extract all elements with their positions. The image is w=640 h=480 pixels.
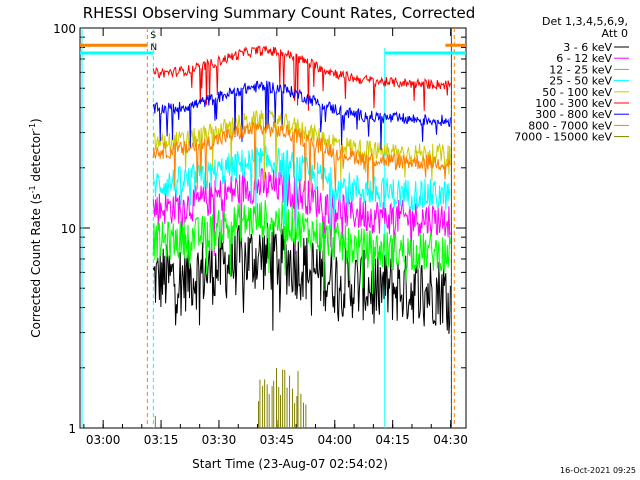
annotation-n: N xyxy=(150,43,157,53)
y-tick-label: 10 xyxy=(61,222,76,236)
series-line-1 xyxy=(152,167,451,263)
legend-header-line1: Det 1,3,4,5,6,9, xyxy=(542,15,628,28)
legend-label: 800 - 7000 keV xyxy=(528,119,612,132)
chart-title: RHESSI Observing Summary Count Rates, Co… xyxy=(83,4,476,22)
series-line-4 xyxy=(152,109,451,182)
x-tick-label: 03:30 xyxy=(202,433,237,447)
legend-label: 12 - 25 keV xyxy=(549,63,612,76)
y-axis-label-sup1: -1 xyxy=(28,185,37,193)
series-line-6 xyxy=(152,80,451,151)
series-line-2 xyxy=(152,200,451,295)
y-axis-label-mid: detector xyxy=(29,131,43,186)
y-tick-label: 1 xyxy=(68,422,76,436)
x-tick-label: 04:30 xyxy=(433,433,468,447)
generation-timestamp: 16-Oct-2021 09:25 xyxy=(560,466,636,475)
x-tick-label: 04:00 xyxy=(317,433,352,447)
x-axis-label: Start Time (23-Aug-07 02:54:02) xyxy=(192,457,388,471)
y-tick-label: 100 xyxy=(53,22,76,36)
series-line-0 xyxy=(152,222,451,334)
x-tick-label: 03:45 xyxy=(260,433,295,447)
x-tick-label: 04:15 xyxy=(375,433,410,447)
legend-label: 100 - 300 keV xyxy=(535,97,612,110)
y-axis-label-sup2: -1 xyxy=(28,123,37,131)
x-tick-label: 03:15 xyxy=(144,433,179,447)
y-axis-label-main: Corrected Count Rate (s xyxy=(29,193,43,337)
series-line-5 xyxy=(152,45,451,111)
x-tick-label: 03:00 xyxy=(86,433,121,447)
legend-label: 7000 - 15000 keV xyxy=(514,131,612,144)
plot-area: 03:00 03:15 03:30 03:45 04:00 04:15 04:30 1 10 10… xyxy=(53,22,468,447)
legend-label: 300 - 800 keV xyxy=(535,108,612,121)
annotation-s: S xyxy=(150,31,156,41)
legend-label: 25 - 50 keV xyxy=(549,75,612,88)
legend-label: 6 - 12 keV xyxy=(556,52,612,65)
legend-header-line2: Att 0 xyxy=(602,27,628,40)
series-line-3 xyxy=(152,145,451,230)
y-axis-label: Corrected Count Rate (s-1 detector-1) xyxy=(28,118,43,337)
series-line-7 xyxy=(152,120,451,197)
legend-label: 3 - 6 keV xyxy=(563,41,612,54)
y-axis-label-end: ) xyxy=(29,118,43,123)
legend-label: 50 - 100 keV xyxy=(542,86,612,99)
